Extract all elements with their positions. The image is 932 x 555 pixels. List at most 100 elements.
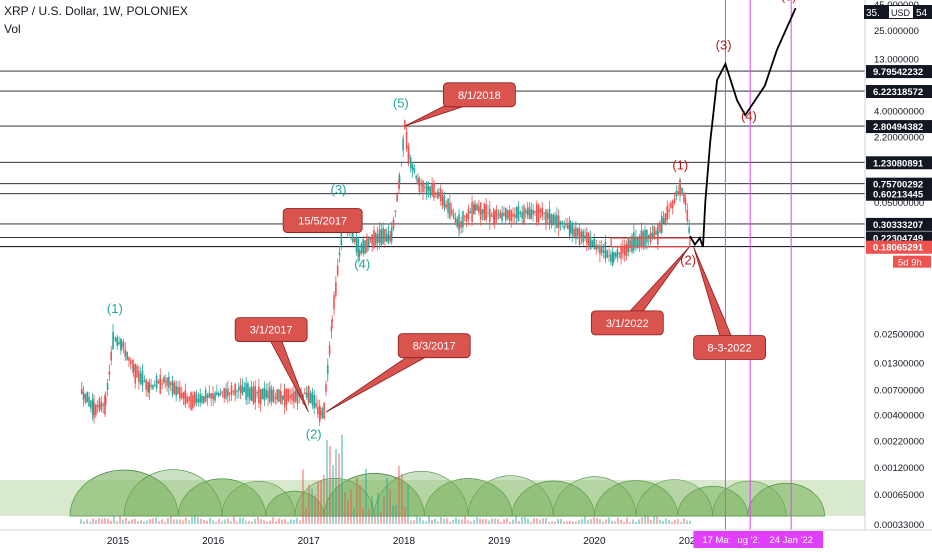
volume-bar — [644, 516, 646, 524]
cycle-arcs — [0, 469, 865, 517]
candle-body — [190, 392, 192, 411]
candle-body — [625, 243, 628, 257]
year-tick-label: 2021 — [679, 536, 702, 547]
volume-bar — [632, 519, 634, 524]
volume-bar — [458, 519, 460, 524]
candle-body — [252, 387, 255, 404]
candle-body — [642, 231, 645, 248]
candle-body — [402, 138, 404, 151]
volume-bar — [635, 521, 637, 524]
candle-body — [681, 187, 683, 195]
candle-body — [449, 202, 451, 219]
candle-body — [424, 186, 426, 188]
candle-body — [382, 227, 384, 244]
volume-bar — [92, 518, 94, 524]
candle-body — [250, 386, 253, 401]
candle-body — [405, 131, 408, 149]
candle-body — [184, 390, 187, 405]
candle-body — [578, 227, 581, 246]
volume-bar — [230, 521, 232, 524]
volume-bar — [254, 518, 256, 524]
cycle-arc — [69, 469, 179, 517]
candle-body — [338, 252, 341, 256]
candle-body — [465, 213, 468, 222]
volume-bar — [305, 507, 307, 524]
volume-bar — [563, 521, 565, 524]
candle-body — [490, 215, 493, 217]
candle-body — [305, 392, 308, 398]
price-axis[interactable]: 45.00000025.00000013.0000004.000000002.2… — [864, 0, 932, 531]
candle-body — [474, 204, 476, 211]
candle-body — [326, 364, 329, 375]
candle-body — [389, 234, 392, 241]
volume-bar — [134, 518, 136, 524]
cycle-arc — [265, 490, 325, 517]
price-tick-label: 0.00400000 — [874, 410, 924, 421]
candle-body — [153, 384, 156, 387]
candle-body — [228, 392, 231, 395]
candle-body — [145, 379, 147, 390]
volume-bar — [164, 521, 166, 524]
volume-bar — [497, 519, 499, 524]
candle-body — [93, 401, 95, 418]
volume-bar — [584, 516, 586, 524]
horizontal-levels — [0, 70, 865, 248]
candle-body — [323, 402, 325, 419]
candle-body — [647, 234, 650, 239]
volume-bar — [500, 521, 502, 524]
level-price-box — [866, 65, 932, 79]
volume-bar — [581, 519, 583, 524]
level-price-label: 0.30333207 — [873, 220, 923, 231]
level-price-box — [866, 120, 932, 134]
candle-body — [294, 390, 297, 402]
candle-body — [657, 231, 659, 234]
candle-body — [333, 295, 335, 310]
candle-body — [236, 391, 238, 393]
volume-bar — [629, 521, 631, 524]
candle-body — [627, 237, 630, 253]
level-price-box — [866, 156, 932, 170]
candle-body — [304, 392, 306, 394]
candle-body — [168, 376, 170, 388]
volume-bar — [140, 519, 142, 524]
candle-body — [269, 386, 271, 403]
candle-body — [254, 385, 257, 403]
candle-body — [369, 238, 372, 241]
volume-bar — [482, 519, 484, 524]
volume-bar — [539, 520, 541, 524]
volume-bar — [383, 496, 385, 524]
candle-body — [150, 385, 152, 387]
candle-body — [302, 394, 304, 398]
candle-body — [515, 207, 518, 219]
candle-body — [526, 208, 529, 216]
candle-body — [225, 388, 227, 399]
callout-box — [590, 310, 664, 336]
candle-body — [633, 238, 635, 247]
volume-bar — [410, 520, 412, 524]
volume-bar — [638, 519, 640, 524]
candle-body — [328, 345, 331, 355]
candle-body — [677, 191, 679, 195]
volume-bar — [152, 518, 154, 524]
volume-bar — [608, 517, 610, 524]
candle-body — [91, 399, 94, 415]
volume-bar — [278, 518, 280, 524]
candle-body — [280, 391, 282, 404]
candle-body — [227, 388, 229, 397]
candle-body — [311, 392, 314, 406]
candle-body — [296, 388, 299, 404]
candle-body — [188, 396, 191, 401]
candle-body — [319, 411, 322, 416]
candle-body — [417, 178, 419, 184]
level-price-box — [866, 177, 932, 191]
volume-bar — [170, 516, 172, 524]
candle-body — [653, 226, 655, 239]
candle-body — [409, 157, 412, 169]
time-axis[interactable]: 2015 2016 2017 2018 2019 2020 2021 17 May '21ug… — [0, 529, 932, 550]
candle-body — [335, 281, 337, 296]
symbol-title: XRP / U.S. Dollar, 1W, POLONIEX — [4, 4, 188, 18]
level-price-label: 0.18065291 — [873, 243, 924, 254]
volume-bar — [200, 518, 202, 524]
